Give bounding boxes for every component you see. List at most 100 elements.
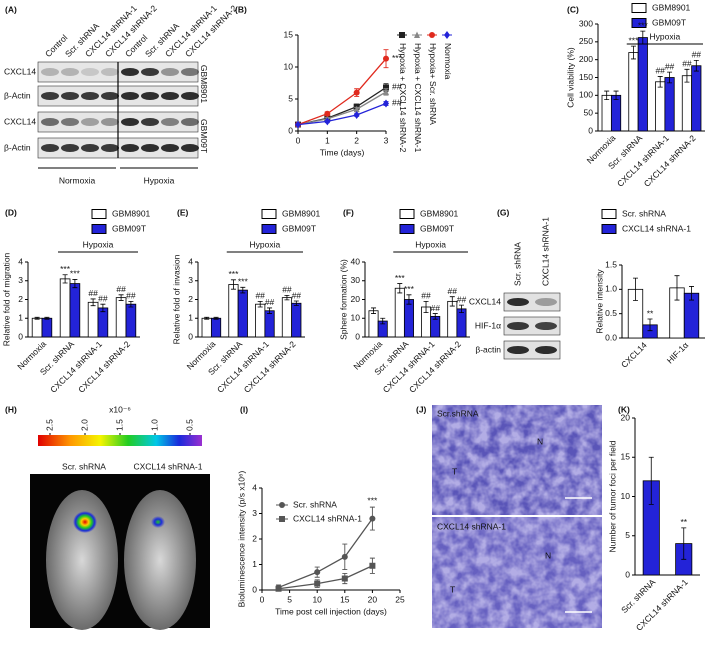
y-tick-label: 3 bbox=[252, 508, 257, 518]
significance: *** bbox=[395, 273, 406, 283]
blot-band bbox=[121, 92, 139, 100]
y-tick-label: 150 bbox=[579, 72, 593, 82]
error-bar bbox=[62, 274, 68, 284]
blot-band bbox=[41, 118, 59, 126]
bar bbox=[291, 302, 302, 338]
y-tick-label: 0.0 bbox=[605, 332, 617, 342]
blot-band bbox=[121, 144, 139, 152]
blot-band bbox=[101, 68, 119, 76]
row-label: CXCL14 bbox=[4, 116, 36, 126]
significance: *** bbox=[404, 284, 415, 294]
point bbox=[295, 120, 301, 129]
y-tick-label: 10 bbox=[351, 313, 361, 323]
bar bbox=[456, 308, 467, 338]
legend-swatch bbox=[631, 18, 647, 28]
error-bar bbox=[380, 317, 386, 325]
bar bbox=[637, 37, 648, 132]
y-tick-label: 50 bbox=[584, 107, 594, 117]
legend-label: GBM09T bbox=[420, 223, 454, 233]
colorbar-tick-label: 1.0 bbox=[149, 419, 159, 431]
significance: ## bbox=[665, 61, 675, 71]
legend-label: Hypoxia+ Scr. shRNA bbox=[428, 43, 438, 125]
error-bar bbox=[90, 298, 96, 307]
significance: ## bbox=[98, 293, 108, 303]
y-tick-label: 3 bbox=[18, 275, 23, 285]
x-tick-label: CXCL14 shRNA-2 bbox=[242, 339, 298, 395]
legend-swatch bbox=[601, 209, 617, 219]
point bbox=[314, 569, 321, 576]
blot-band bbox=[101, 144, 119, 152]
x-axis-label: Time (days) bbox=[320, 147, 365, 157]
error-bar bbox=[632, 277, 638, 301]
y-axis-label: Sphere formation (%) bbox=[338, 259, 348, 340]
panel-label: (I) bbox=[240, 404, 248, 414]
colorbar bbox=[38, 435, 202, 446]
blot-band bbox=[141, 92, 159, 100]
y-tick-label: 1.5 bbox=[605, 259, 617, 269]
panel-label: (J) bbox=[416, 404, 427, 414]
y-tick-label: 20 bbox=[351, 294, 361, 304]
error-bar bbox=[648, 456, 654, 505]
y-tick-label: 15 bbox=[621, 452, 631, 462]
point bbox=[341, 553, 348, 560]
signal bbox=[73, 511, 97, 533]
significance: ## bbox=[292, 290, 302, 300]
y-tick-label: 250 bbox=[579, 36, 593, 46]
y-tick-label: 1 bbox=[188, 313, 193, 323]
blot-band bbox=[141, 118, 159, 126]
blot-band bbox=[81, 118, 99, 126]
blot-band bbox=[161, 118, 179, 126]
error-bar bbox=[284, 294, 290, 301]
blot-band bbox=[41, 144, 59, 152]
significance: ## bbox=[655, 66, 665, 76]
bar bbox=[97, 307, 109, 338]
significance: ## bbox=[126, 291, 136, 301]
blot-band bbox=[101, 92, 119, 100]
y-tick-label: 2 bbox=[252, 533, 257, 543]
point bbox=[353, 89, 360, 96]
significance: *** bbox=[392, 53, 403, 63]
mouse bbox=[46, 490, 118, 630]
y-tick-label: 3 bbox=[188, 275, 193, 285]
colorbar-tick-label: 1.5 bbox=[114, 419, 124, 431]
legend-label: GBM8901 bbox=[652, 2, 691, 12]
significance: ## bbox=[392, 98, 402, 108]
significance: *** bbox=[638, 20, 649, 30]
x-tick-label: 5 bbox=[287, 594, 292, 604]
legend-swatch bbox=[631, 3, 647, 13]
x-tick-label: 25 bbox=[395, 594, 405, 604]
series-line bbox=[297, 102, 387, 126]
bar bbox=[628, 52, 639, 132]
error-bar bbox=[293, 300, 299, 306]
blot-band bbox=[81, 92, 99, 100]
colorbar-tick-label: 0.5 bbox=[184, 419, 194, 431]
x-tick-label: 0 bbox=[260, 594, 265, 604]
region-label: N bbox=[545, 550, 551, 560]
panel-label: (G) bbox=[497, 207, 509, 217]
histology-texture bbox=[432, 517, 602, 628]
colorbar-tick-label: 2.0 bbox=[79, 419, 89, 431]
x-tick-label: 0 bbox=[296, 135, 301, 145]
bar bbox=[115, 297, 127, 338]
error-bar bbox=[118, 294, 124, 301]
blot-band bbox=[61, 92, 79, 100]
significance: ## bbox=[392, 82, 402, 92]
panel-label: (F) bbox=[343, 207, 354, 217]
legend-label: GBM8901 bbox=[112, 208, 151, 218]
group-label: Hypoxia bbox=[250, 239, 281, 249]
blot-band bbox=[81, 144, 99, 152]
y-tick-label: 5 bbox=[288, 93, 293, 103]
error-bar bbox=[44, 316, 50, 320]
x-tick-label: 10 bbox=[312, 594, 322, 604]
x-tick-label: 1 bbox=[325, 135, 330, 145]
row-label: HIF-1α bbox=[475, 320, 501, 330]
blot-strip bbox=[503, 292, 561, 312]
panel-label: (B) bbox=[235, 4, 247, 14]
error-bar bbox=[257, 300, 263, 308]
error-bar bbox=[449, 296, 455, 307]
lane-label: CXCL14 shRNA-1 bbox=[540, 217, 550, 286]
group-label: CXCL14 shRNA-1 bbox=[134, 461, 203, 471]
bar bbox=[228, 284, 239, 338]
legend-label: GBM8901 bbox=[282, 208, 321, 218]
